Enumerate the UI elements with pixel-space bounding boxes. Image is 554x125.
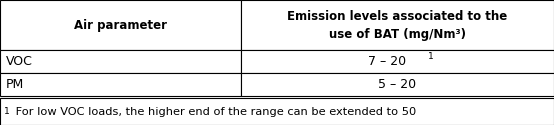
Bar xyxy=(0,73,241,96)
Text: 5 – 20: 5 – 20 xyxy=(378,78,417,91)
Text: 7 – 20: 7 – 20 xyxy=(368,55,407,68)
Bar xyxy=(0,0,241,50)
Text: Air parameter: Air parameter xyxy=(74,18,167,32)
Text: PM: PM xyxy=(6,78,24,91)
Text: 1: 1 xyxy=(428,52,434,61)
Bar xyxy=(0,98,554,125)
Text: use of BAT (mg/Nm³): use of BAT (mg/Nm³) xyxy=(329,28,466,41)
Bar xyxy=(241,73,554,96)
Text: For low VOC loads, the higher end of the range can be extended to 50: For low VOC loads, the higher end of the… xyxy=(12,106,417,117)
Text: 1: 1 xyxy=(4,107,11,116)
Bar xyxy=(241,50,554,73)
Text: VOC: VOC xyxy=(6,55,33,68)
Bar xyxy=(0,50,241,73)
Bar xyxy=(241,0,554,50)
Text: Emission levels associated to the: Emission levels associated to the xyxy=(288,10,507,23)
